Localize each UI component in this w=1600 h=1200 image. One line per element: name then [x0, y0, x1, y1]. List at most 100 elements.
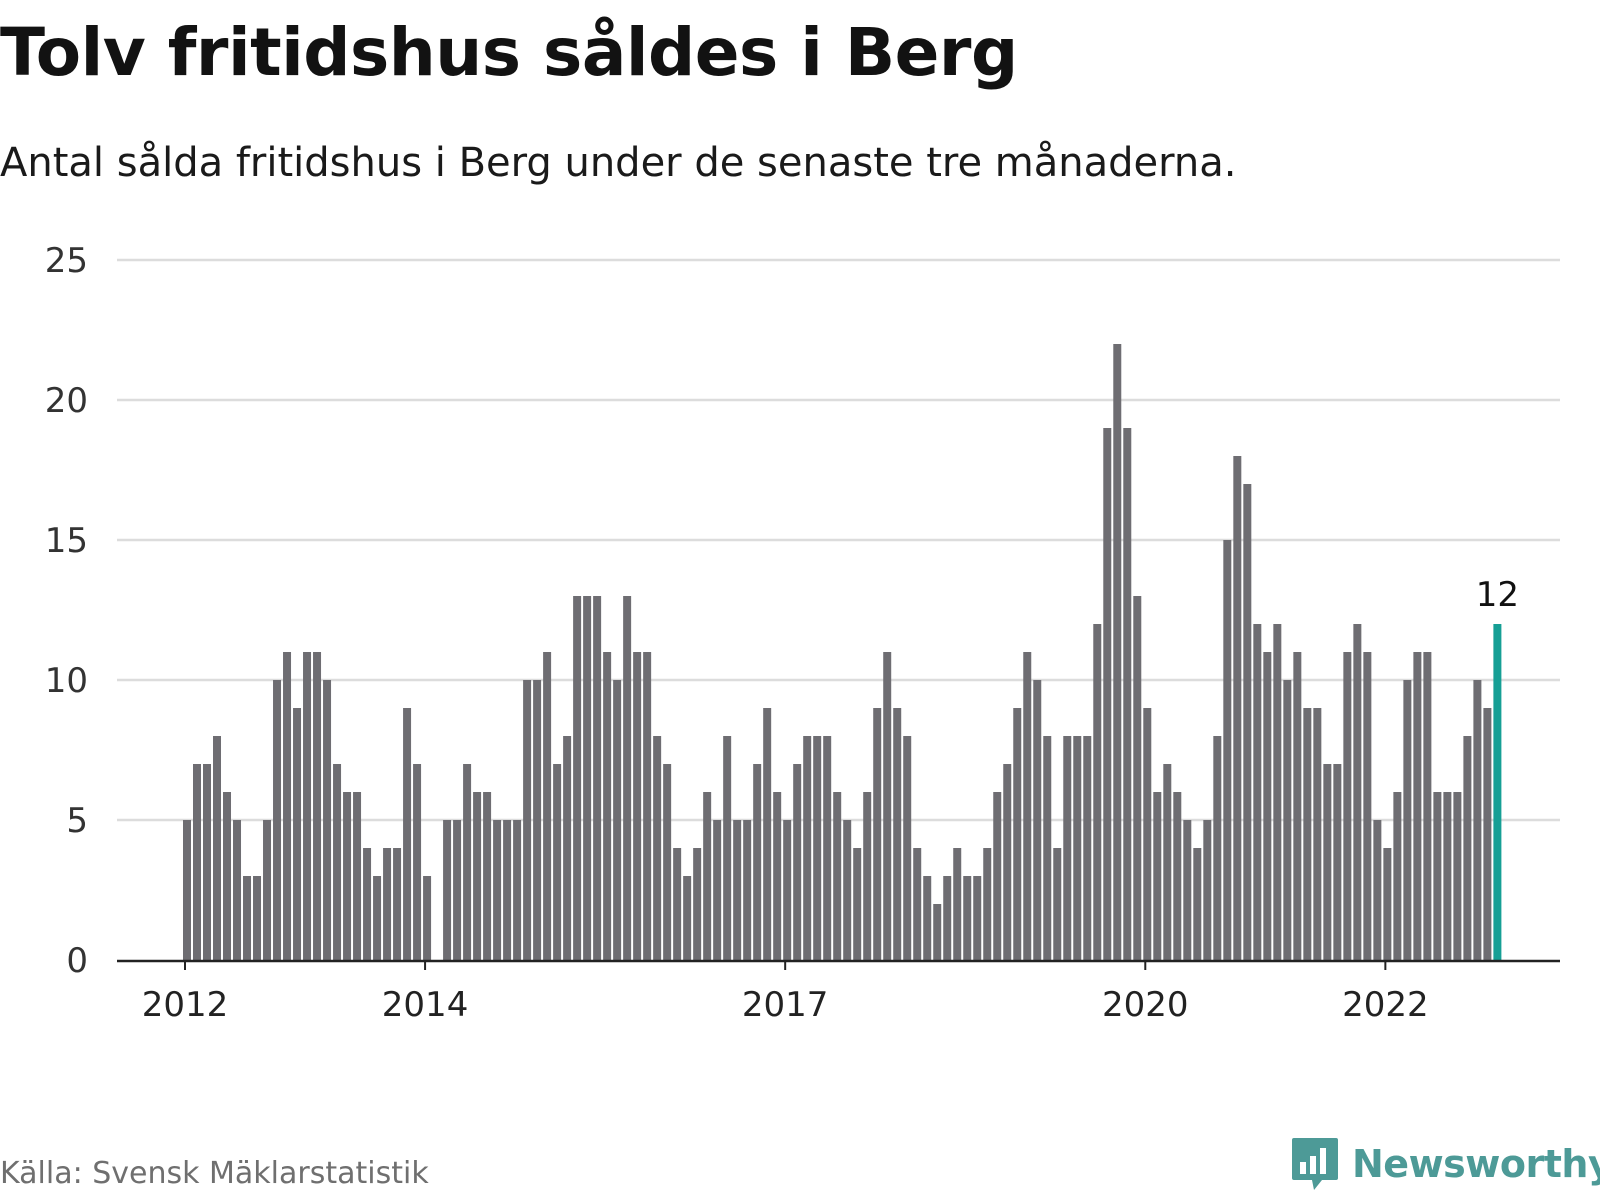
bar [683, 876, 692, 960]
bar [953, 848, 962, 960]
bar [843, 820, 852, 960]
bar [443, 820, 452, 960]
bar [893, 708, 902, 960]
bar [913, 848, 922, 960]
bar [773, 792, 782, 960]
bar [1033, 680, 1042, 960]
bar [253, 876, 262, 960]
bar [853, 848, 862, 960]
bar [413, 764, 422, 960]
x-tick-label: 2022 [1342, 985, 1429, 1025]
bar [1253, 624, 1262, 960]
bar [643, 652, 652, 960]
bar [213, 736, 222, 960]
y-tick-label: 25 [45, 241, 88, 281]
bar [1463, 736, 1472, 960]
bar [1383, 848, 1392, 960]
bar [183, 820, 191, 960]
bar [1453, 792, 1462, 960]
bar [943, 876, 952, 960]
bar [1203, 820, 1212, 960]
bar [723, 736, 732, 960]
bar [793, 764, 802, 960]
bar [733, 820, 742, 960]
bar [973, 876, 982, 960]
bar [1293, 652, 1302, 960]
bar [703, 792, 712, 960]
chart-subtitle: Antal sålda fritidshus i Berg under de s… [0, 140, 1237, 186]
highlight-value-label: 12 [1476, 575, 1519, 615]
bar [1153, 792, 1162, 960]
x-axis: 2012 2014 2017 2020 2022 [117, 959, 1560, 1025]
bar [743, 820, 752, 960]
bar [653, 736, 662, 960]
bar-highlight [1493, 624, 1502, 960]
bar [1013, 708, 1022, 960]
bar [633, 652, 642, 960]
bar [343, 792, 352, 960]
bar [323, 680, 332, 960]
bar [603, 652, 612, 960]
bar [813, 736, 822, 960]
bar [233, 820, 242, 960]
bar [1363, 652, 1372, 960]
chart-title: Tolv fritidshus såldes i Berg [0, 14, 1018, 91]
bar [1353, 624, 1362, 960]
bar [1103, 428, 1112, 960]
y-tick-label: 20 [45, 381, 88, 421]
bar [463, 764, 472, 960]
x-tick-label: 2017 [742, 985, 829, 1025]
bar [203, 764, 212, 960]
bar [373, 876, 382, 960]
bar [1443, 792, 1452, 960]
bar [533, 680, 542, 960]
bar [1333, 764, 1342, 960]
bar [273, 680, 282, 960]
bar [1373, 820, 1382, 960]
bar [1143, 708, 1152, 960]
source-note: Källa: Svensk Mäklarstatistik [0, 1156, 429, 1191]
bar [663, 764, 672, 960]
bar [573, 596, 582, 960]
bar [1433, 792, 1442, 960]
bar [863, 792, 872, 960]
bar [873, 708, 882, 960]
brand-logo: Newsworthy [1290, 1136, 1600, 1192]
annotations: 12 [1476, 575, 1519, 615]
bar [303, 652, 312, 960]
y-tick-label: 0 [66, 941, 88, 981]
bar [883, 652, 892, 960]
bar [1393, 792, 1402, 960]
bar [473, 792, 482, 960]
bar [1073, 736, 1082, 960]
bar [933, 904, 942, 960]
bar [1323, 764, 1332, 960]
x-tick-label: 2012 [142, 985, 229, 1025]
bar [1123, 428, 1132, 960]
bar [243, 876, 252, 960]
bar [1083, 736, 1092, 960]
bar [1403, 680, 1412, 960]
bar [1273, 624, 1282, 960]
bar [1213, 736, 1222, 960]
bar [493, 820, 502, 960]
bar [423, 876, 432, 960]
bar [1343, 652, 1352, 960]
bar [523, 680, 532, 960]
bar [993, 792, 1002, 960]
bar [1053, 848, 1062, 960]
bar [263, 820, 272, 960]
bar [1283, 680, 1292, 960]
bar [1063, 736, 1072, 960]
bar [673, 848, 682, 960]
bar [293, 708, 302, 960]
bar [833, 792, 842, 960]
bars [183, 344, 1502, 960]
bar [393, 848, 402, 960]
bar [1413, 652, 1422, 960]
bar [223, 792, 232, 960]
bar [623, 596, 632, 960]
bar [1113, 344, 1122, 960]
bar [1473, 680, 1482, 960]
bar [803, 736, 812, 960]
